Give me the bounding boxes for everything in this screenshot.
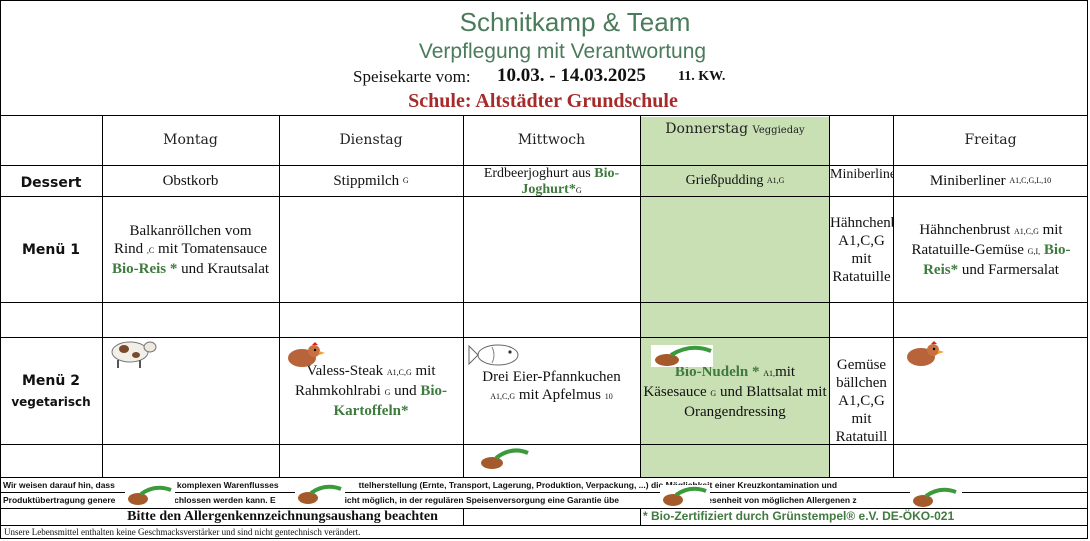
school-name: Schule: Altstädter Grundschule [408,90,678,112]
menu2-thursday-allergens1: A1, [763,369,776,378]
bio-certification: * Bio-Zertifiziert durch Grünstempel® e.… [643,509,955,523]
menu1-monday: Balkanröllchen vom Rind ,C mit Tomatensa… [104,197,277,302]
dessert-monday: Obstkorb [162,173,219,189]
bio-stamp-icon-footer-1 [125,484,175,506]
dessert-thursday: Grießpudding A1,G [641,166,829,196]
dessert-wednesday-bio: Bio-Joghurt* [521,166,620,196]
dessert-tuesday-allergens: G [402,176,409,185]
row-label-vegetarian: vegetarisch [11,395,91,409]
day-monday: Montag [163,132,218,148]
dessert-wednesday-text: Erdbeerjoghurt aus [483,166,591,181]
menu2-thursday-bio: Bio-Nudeln * [674,364,760,380]
menu2-wednesday: Drei Eier-Pfannkuchen A1,C,G mit Apfelmus… [465,352,638,422]
menu2-wednesday-dish: Drei Eier-Pfannkuchen [482,369,621,385]
dessert-friday-text: Miniberliner [929,173,1006,189]
date-range: 10.03. - 14.03.2025 [497,65,646,86]
menu2-tuesday-dish: Valess-Steak [306,363,384,379]
menu1-extra: Hähnchenbrust A1,C,G mit Ratatuille [830,215,893,285]
cow-icon [111,341,157,368]
menu2-thursday-side: und Blattsalat mit Orangendressing [684,384,827,420]
chicken-icon-tuesday [288,342,325,367]
day-thursday: Donnerstag Veggieday [641,121,829,137]
disclaimer-line2-part2: schlossen werden kann. E [169,495,276,505]
menu2-thursday-allergens2: G [710,389,717,398]
disclaimer-line2-part1: Produktübertragung genere [3,495,116,505]
bio-stamp-icon-footer-4 [910,486,962,508]
menu1-monday-dish: Balkanröllchen vom Rind [113,222,252,257]
menu1-monday-sauce: mit Tomatensauce [157,240,268,257]
menu2-wednesday-allergens: A1,C,G [490,392,516,401]
menu1-monday-side: und Krautsalat [181,260,270,277]
menu1-friday-vegetable: mit Ratatuille-Gemüse [911,221,1063,258]
day-thursday-label: Donnerstag [665,121,749,137]
additives-note: Unsere Lebensmittel enthalten keine Gesc… [4,527,361,537]
menu2-wednesday-side: mit Apfelmus [518,387,601,403]
menu2-tuesday: Valess-Steak A1,C,G mit Rahmkohlrabi G u… [281,338,461,444]
bio-stamp-icon-footer-3 [660,485,710,507]
menu2-thursday: Bio-Nudeln * A1,mit Käsesauce G und Blat… [643,352,827,432]
allergen-notice: Bitte den Allergenkennzeichnungsaushang … [127,509,438,524]
dessert-wednesday: Erdbeerjoghurt aus Bio-Joghurt*G [463,166,640,196]
disclaimer-line2: Produktübertragung genere schlossen werde… [3,495,1083,505]
fish-icon [468,344,519,366]
veggieday-column [641,117,829,478]
menu1-friday-dish: Hähnchenbrust [919,221,1011,238]
bio-stamp-icon-wednesday [481,448,529,469]
menu2-wednesday-allergens2: 10 [604,392,613,401]
menu2-thursday-sauce: mit Käsesauce [643,364,796,400]
row-label-dessert: Dessert [20,175,82,191]
dessert-thursday-text: Grießpudding [685,173,764,188]
disclaimer-line2-part4: ige Abwesenheit von möglichen Allergenen… [675,495,857,505]
row-label-menu2: Menü 2 [22,373,80,389]
bio-stamp-icon-thursday [651,345,713,367]
disclaimer-line1-part3: ttelherstellung (Ernte, Transport, Lager… [358,480,838,490]
menu1-friday-allergens2: G,I, [1027,246,1041,256]
chicken-icon-friday [907,341,944,366]
day-tuesday: Dienstag [339,132,403,148]
day-friday: Freitag [964,132,1017,148]
bio-stamp-icon-footer-2 [295,483,345,505]
dessert-tuesday-text: Stippmilch [333,173,400,189]
menu2-tuesday-side: mit Rahmkohlrabi [294,363,436,399]
menu2-tuesday-allergens2: G [384,388,391,397]
menu1-monday-bio: Bio-Reis * [111,260,178,277]
menu1-friday-allergens1: A1,C,G [1013,226,1039,236]
menu1-friday-side: und Farmersalat [961,261,1059,278]
menu2-extra: Gemüse bällchen A1,C,G mit Ratatuill [835,357,888,444]
day-wednesday: Mittwoch [517,132,586,148]
dessert-wednesday-allergens: G [575,186,582,195]
dessert-tuesday: Stippmilch G [279,166,463,196]
dessert-friday: Miniberliner A1,C,G,L,10 [893,166,1088,196]
menu-label: Speisekarte vom: [353,67,471,86]
menu1-friday-bio: Bio-Reis* [923,241,1071,278]
menu2-tuesday-bio: Bio-Kartoffeln* [333,383,448,419]
disclaimer-line1: Wir weisen darauf hin, dass komplexen War… [3,480,1083,490]
row-label-menu1: Menü 1 [22,242,80,258]
dessert-thursday-allergens: A1,G [766,176,785,185]
veggieday-tag: Veggieday [752,125,805,136]
menu2-tuesday-and: und [394,383,417,399]
disclaimer-line1-part1: Wir weisen darauf hin, dass [3,480,115,490]
dessert-extra: Miniberliner [830,167,893,182]
week-number: 11. KW. [678,69,726,84]
menu1-monday-allergens: ,C [146,245,155,255]
disclaimer-line1-part2: komplexen Warenflusses [176,480,279,490]
dessert-friday-allergens: A1,C,G,L,10 [1009,176,1052,185]
slogan: Verpflegung mit Verantwortung [418,40,707,63]
menu2-tuesday-allergens1: A1,C,G [386,368,412,377]
disclaimer-line2-part3: r nicht möglich, in der regulären Speise… [333,495,619,505]
company-name: Schnitkamp & Team [459,7,691,37]
menu1-friday: Hähnchenbrust A1,C,G mit Ratatuille-Gemü… [895,197,1087,302]
